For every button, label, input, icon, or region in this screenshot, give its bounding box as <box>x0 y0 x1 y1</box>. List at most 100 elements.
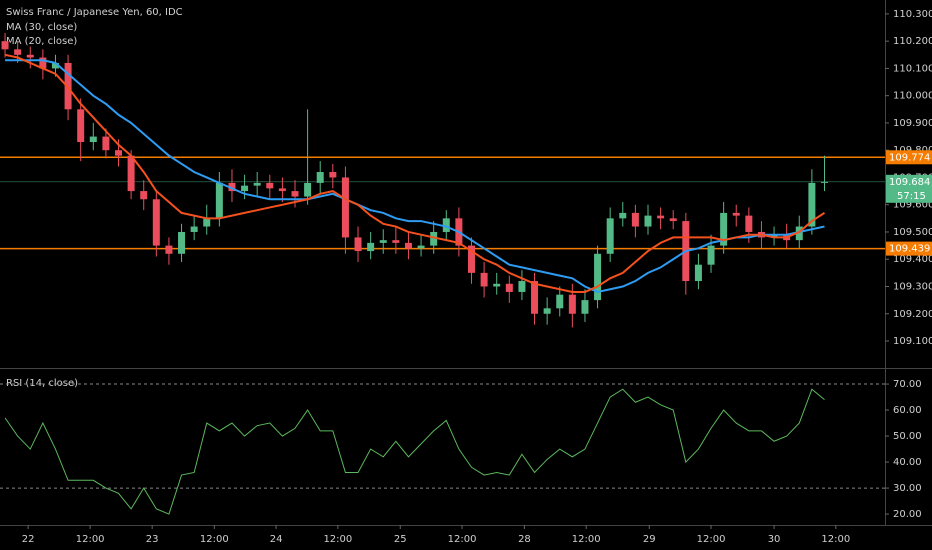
y-tick-label: 110.100 <box>893 63 932 74</box>
candle-body <box>543 308 551 314</box>
candle-body <box>165 245 173 254</box>
candle-body <box>467 245 475 273</box>
candle-body <box>152 199 160 246</box>
x-tick-label: 29 <box>643 534 656 545</box>
x-tick-label: 25 <box>394 534 407 545</box>
x-tick-label: 12:00 <box>323 534 352 545</box>
candle-body <box>14 49 22 55</box>
x-tick-label: 12:00 <box>572 534 601 545</box>
candle-body <box>89 136 97 143</box>
candle-body <box>215 182 223 219</box>
candle-body <box>531 281 539 314</box>
y-tick-label: 109.900 <box>893 118 932 129</box>
candle-body <box>581 300 589 314</box>
ma-line <box>4 53 826 293</box>
candle-body <box>266 182 274 189</box>
candle-body <box>203 218 211 227</box>
candle-body <box>480 272 488 287</box>
x-tick-label: 28 <box>518 534 531 545</box>
candle-body <box>190 226 198 232</box>
x-tick-label: 12:00 <box>697 534 726 545</box>
rsi-title: RSI (14, close) <box>6 378 78 389</box>
candle-body <box>115 150 123 156</box>
x-tick-label: 24 <box>270 534 283 545</box>
candle-body <box>329 172 337 178</box>
candle-body <box>304 182 312 197</box>
candle-body <box>140 191 148 200</box>
x-tick-label: 22 <box>22 534 35 545</box>
candle-body <box>341 177 349 238</box>
candle-body <box>619 212 627 219</box>
candle-body <box>707 245 715 265</box>
candle-body <box>720 212 728 246</box>
candle-body <box>518 281 526 292</box>
candle-body <box>127 155 135 192</box>
rsi-y-tick-label: 50.00 <box>893 431 922 442</box>
last-price-label: 109.684 <box>889 177 930 188</box>
rsi-y-tick-label: 40.00 <box>893 457 922 468</box>
rsi-line <box>4 388 825 515</box>
candle-body <box>354 237 362 252</box>
candle-body <box>316 172 324 183</box>
candle-body <box>228 182 236 192</box>
candle-body <box>417 245 425 249</box>
candle-body <box>745 215 753 232</box>
candle-body <box>379 240 387 243</box>
candle-body <box>505 283 513 292</box>
candle-body <box>795 226 803 241</box>
legend-entry: MA (30, close) <box>6 22 77 33</box>
candle-body <box>606 218 614 254</box>
candle-body <box>253 182 261 186</box>
x-tick-label: 12:00 <box>200 534 229 545</box>
candle-body <box>556 294 564 309</box>
candle-body <box>644 215 652 227</box>
candle-body <box>631 212 639 227</box>
candle-body <box>594 253 602 301</box>
rsi-y-tick-label: 30.00 <box>893 483 922 494</box>
last-price-tag <box>886 174 932 203</box>
candle-body <box>77 109 85 143</box>
y-tick-label: 109.500 <box>893 227 932 238</box>
x-tick-label: 23 <box>146 534 159 545</box>
candle-body <box>732 212 740 216</box>
level-tag-label: 109.439 <box>889 244 930 255</box>
y-tick-label: 109.400 <box>893 254 932 265</box>
candle-body <box>278 188 286 192</box>
y-tick-label: 110.000 <box>893 91 932 102</box>
ma-line <box>5 59 825 293</box>
x-tick-label: 30 <box>768 534 781 545</box>
candle-body <box>102 136 110 151</box>
candle-body <box>669 218 677 222</box>
candle-body <box>367 242 375 252</box>
candle-body <box>404 242 412 249</box>
rsi-y-tick-label: 70.00 <box>893 379 922 390</box>
candle-body <box>820 181 828 183</box>
level-tag <box>886 150 932 165</box>
y-tick-label: 109.600 <box>893 200 932 211</box>
candle-body <box>430 231 438 246</box>
candle-body <box>392 240 400 243</box>
candle-body <box>770 234 778 238</box>
rsi-y-tick-label: 20.00 <box>893 509 922 520</box>
candle-body <box>808 182 816 227</box>
candle-body <box>657 215 665 219</box>
rsi-y-tick-label: 60.00 <box>893 405 922 416</box>
candle-body <box>568 294 576 314</box>
x-tick-label: 12:00 <box>821 534 850 545</box>
chart-title: Swiss Franc / Japanese Yen, 60, IDC <box>6 7 183 18</box>
candle-body <box>493 283 501 287</box>
candle-body <box>291 191 299 197</box>
y-tick-label: 109.100 <box>893 336 932 347</box>
y-tick-label: 109.200 <box>893 309 932 320</box>
candle-body <box>26 54 34 58</box>
y-tick-label: 110.300 <box>893 9 932 20</box>
countdown-label: 57:15 <box>897 191 926 202</box>
candle-body <box>178 231 186 254</box>
level-tag <box>886 241 932 256</box>
candle-body <box>51 62 59 69</box>
candle-body <box>442 218 450 232</box>
legend-entry: MA (20, close) <box>6 36 77 47</box>
level-tag-label: 109.774 <box>889 152 930 163</box>
y-tick-label: 110.200 <box>893 36 932 47</box>
